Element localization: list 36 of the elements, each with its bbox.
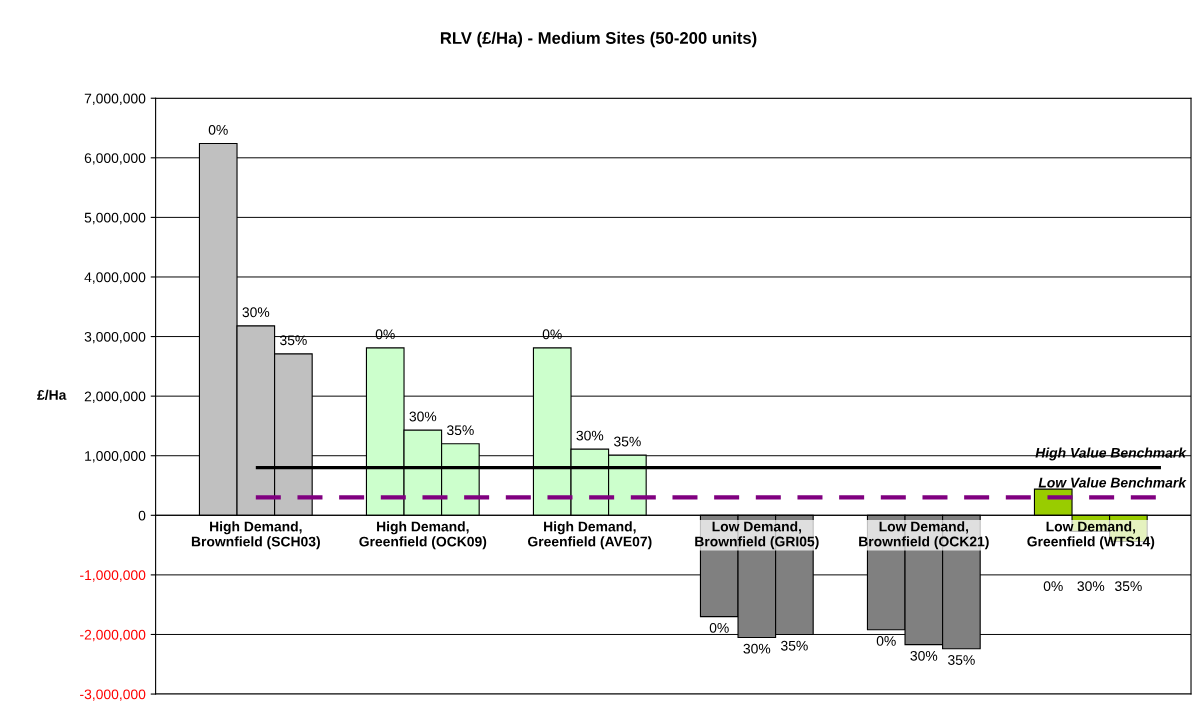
text: 30% [910,650,938,661]
y-tick-label: 1,000,000 [85,451,146,463]
y-axis-title: £/Ha [37,389,67,401]
y-tick-label: -2,000,000 [80,629,146,642]
y-tick-label: 4,000,000 [84,272,146,284]
series-label: 35% [781,640,808,651]
ref-line-label: Low Value Benchmark [1038,477,1187,488]
text: 35% [280,335,307,346]
text: 30% [576,430,604,441]
text: 35% [447,425,474,436]
text: 30% [1077,581,1105,592]
x-tick-label: High Demand, Brownfield (SCH03) [191,521,320,550]
text: 35% [614,436,641,447]
y-tick-label: 3,000,000 [84,331,146,344]
y-tick-label: -1,000,000 [80,570,146,582]
y-tick-label: 7,000,000 [84,93,146,106]
x-tick-label: Low Demand, Brownfield (OCK21) [859,521,989,550]
text: 30% [242,307,270,318]
text: 0% [1043,581,1063,592]
x-tick-label: Low Demand, Greenfield (WTS14) [1027,521,1155,550]
y-tick-label: 2,000,000 [84,391,146,403]
y-tick-label: 0 [138,510,146,521]
text: 0% [876,636,896,646]
series-label: 30% [743,643,771,654]
y-tick-label: -3,000,000 [80,689,146,701]
text: 35% [948,655,975,665]
text: 30% [409,411,437,422]
y-tick-label: 6,000,000 [84,153,146,165]
text: 0% [208,124,228,135]
series-label: 0% [709,622,729,633]
text: 35% [1115,581,1142,592]
x-tick-label: Low Demand, Brownfield (GRI05) [695,521,819,550]
x-tick-label: High Demand, Greenfield (OCK09) [359,521,487,550]
y-tick-label: 5,000,000 [84,212,146,225]
chart-title: RLV (£/Ha) - Medium Sites (50-200 units) [440,31,757,48]
x-tick-label: High Demand, Greenfield (AVE07) [527,521,652,550]
